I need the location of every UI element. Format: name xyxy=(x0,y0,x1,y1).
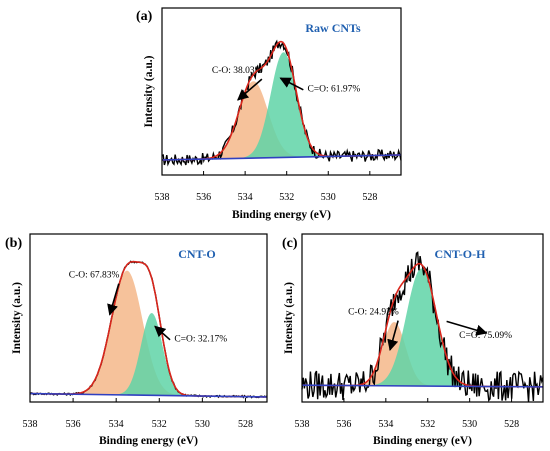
peak-fill-c-eq-o xyxy=(302,268,543,387)
y-axis-label: Intensity (a.u.) xyxy=(143,55,155,127)
baseline-line xyxy=(29,392,268,398)
panel-title: Raw CNTs xyxy=(305,21,361,35)
x-axis-label: Binding energy (eV) xyxy=(232,209,331,221)
annotation-label: C=O: 32.17% xyxy=(174,335,227,345)
y-axis-label: Intensity (a.u.) xyxy=(283,282,295,354)
annotation-arrow xyxy=(237,78,263,101)
panel-0: 538 536 534 532 530 528 Binding energy (eV) Int… xyxy=(136,7,402,221)
x-tick-label: 538 xyxy=(23,419,38,430)
x-axis-label: Binding energy (eV) xyxy=(99,435,198,447)
annotation-arrow xyxy=(446,320,488,336)
x-tick-label: 536 xyxy=(336,419,351,430)
x-tick-label: 530 xyxy=(462,419,477,430)
x-tick-label: 530 xyxy=(195,419,210,430)
annotation-label: C=O: 75.09% xyxy=(459,331,512,341)
panel-label: (c) xyxy=(282,236,298,251)
peak-fill-c-eq-o xyxy=(30,313,267,397)
panel-1: 538 536 534 532 530 528 Binding energy (eV) Int… xyxy=(5,233,268,447)
annotation-arrow xyxy=(279,77,304,91)
x-tick-label: 530 xyxy=(321,192,336,203)
x-tick-label: 528 xyxy=(238,419,253,430)
annotation-label: C-O: 67.83% xyxy=(69,271,120,281)
y-axis-label: Intensity (a.u.) xyxy=(11,282,23,354)
x-tick-label: 532 xyxy=(279,192,294,203)
baseline-line xyxy=(301,384,544,388)
raw-data-line xyxy=(161,39,402,167)
annotation-label: C-O: 24.92% xyxy=(348,308,399,318)
x-tick-label: 532 xyxy=(420,419,435,430)
panel-title: CNT-O xyxy=(178,247,216,261)
x-tick-label: 534 xyxy=(378,419,393,430)
annotation-label: C=O: 61.97% xyxy=(307,85,360,95)
panel-2: 538 536 534 532 530 528 Binding energy (eV) Int… xyxy=(282,233,544,447)
x-tick-label: 532 xyxy=(152,419,167,430)
x-tick-label: 538 xyxy=(155,192,170,203)
annotation-arrow xyxy=(107,283,120,316)
x-tick-label: 538 xyxy=(295,419,310,430)
plot-frame xyxy=(161,7,402,176)
plot-frame xyxy=(29,233,268,403)
peak-fill-c-eq-o xyxy=(162,52,401,160)
annotation-arrow xyxy=(154,325,171,341)
panel-label: (a) xyxy=(136,9,153,24)
x-tick-label: 534 xyxy=(238,192,253,203)
annotation-arrow xyxy=(387,320,399,351)
x-tick-label: 536 xyxy=(66,419,81,430)
x-tick-label: 528 xyxy=(504,419,519,430)
baseline-line xyxy=(161,154,402,161)
plot-frame xyxy=(301,233,544,403)
annotation-label: C-O: 38.03% xyxy=(212,66,263,76)
panel-label: (b) xyxy=(5,236,22,251)
x-tick-label: 536 xyxy=(196,192,211,203)
panel-title: CNT-O-H xyxy=(435,247,487,261)
x-axis-label: Binding energy (eV) xyxy=(373,435,472,447)
x-tick-label: 534 xyxy=(109,419,124,430)
x-tick-label: 528 xyxy=(362,192,377,203)
